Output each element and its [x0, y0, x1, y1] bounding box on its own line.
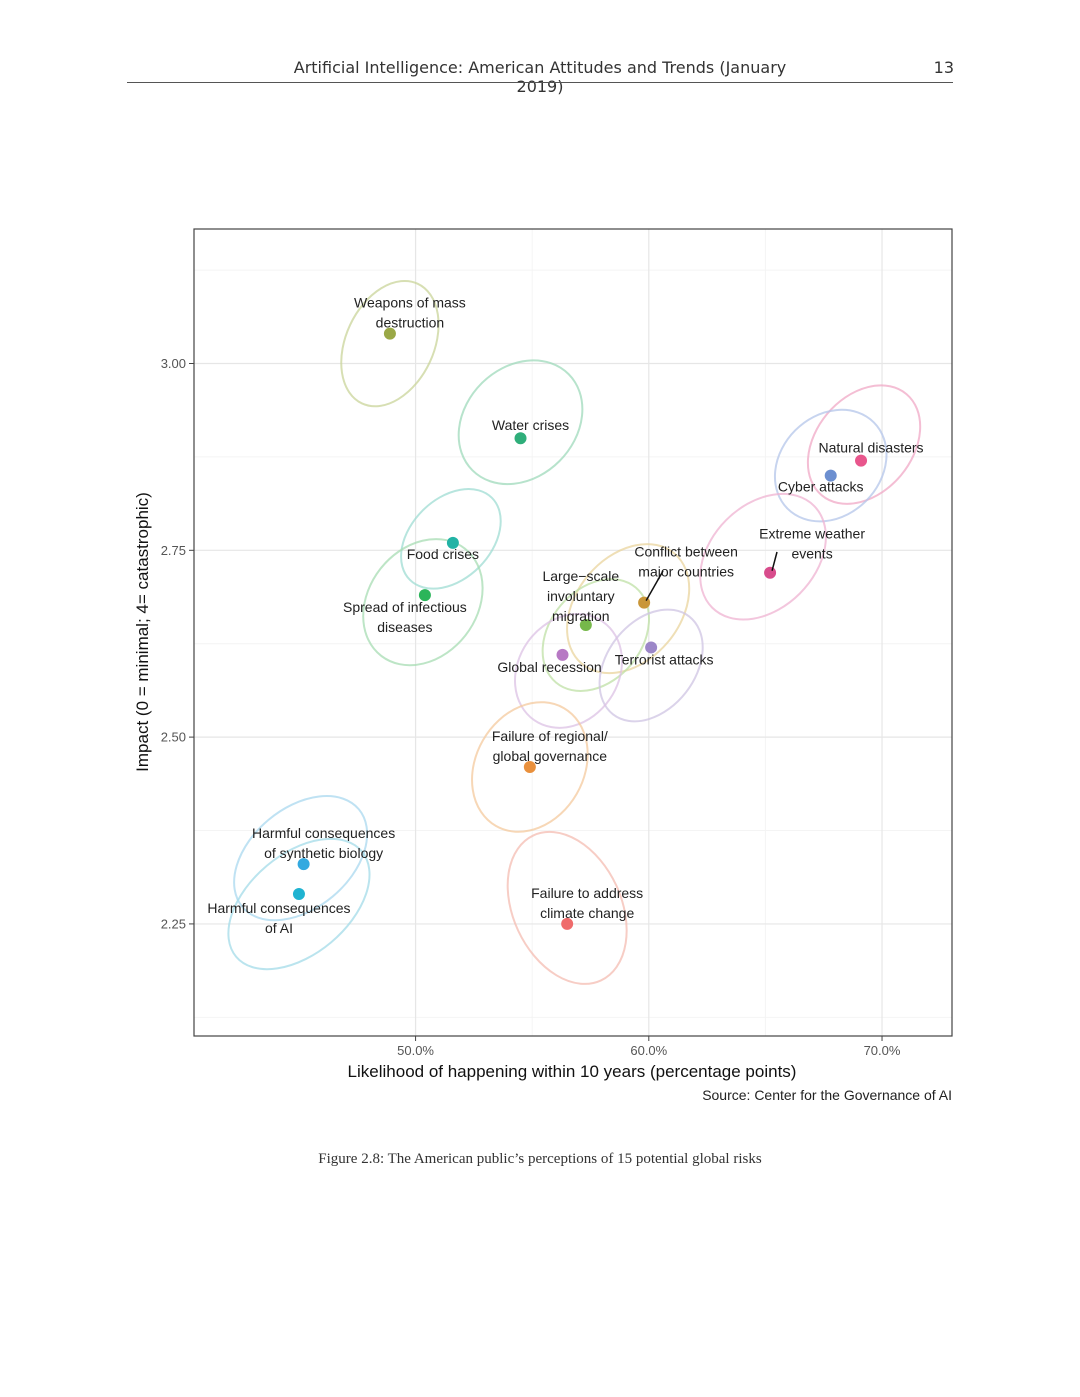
- confidence-ellipse: [566, 543, 691, 675]
- risk-scatter-chart: Weapons of mass destruction Water crises Na…: [133, 228, 953, 1081]
- x-tick-label: 60.0%: [630, 1043, 667, 1058]
- data-point: [645, 641, 658, 654]
- header-title: Artificial Intelligence: American Attitu…: [293, 58, 787, 96]
- point-label: Terrorist attacks: [615, 651, 714, 667]
- header-rule: [127, 82, 953, 83]
- point-label: Harmful consequences: [207, 900, 350, 916]
- data-point: [446, 536, 459, 549]
- x-tick-label: 70.0%: [864, 1043, 901, 1058]
- axis-layer: 50.0% 60.0% 70.0% 2.25 2.50 2.75 3.00: [161, 228, 953, 1058]
- data-point: [638, 596, 651, 609]
- data-point: [292, 888, 305, 901]
- point-label: Global recession: [497, 659, 601, 675]
- confidence-ellipse: [362, 538, 484, 667]
- y-tick-label: 3.00: [161, 356, 186, 371]
- point-label: Water crises: [492, 417, 569, 433]
- point-label: of synthetic biology: [264, 845, 383, 861]
- point-label: diseases: [377, 619, 432, 635]
- point-label: of AI: [265, 920, 293, 936]
- label-layer: Weapons of mass destruction Water crises Na…: [207, 295, 923, 936]
- point-label: Large−scale: [542, 568, 619, 584]
- point-label: Harmful consequences: [252, 825, 395, 841]
- data-point: [383, 327, 396, 340]
- point-label: Food crises: [407, 546, 479, 562]
- y-axis-title: Impact (0 = minimal; 4= catastrophic): [133, 492, 152, 772]
- data-point: [514, 432, 527, 445]
- label-leader-line: [645, 570, 664, 601]
- confidence-ellipse: [457, 359, 584, 486]
- point-label: Failure to address: [531, 885, 643, 901]
- confidence-ellipse: [506, 830, 628, 985]
- data-point: [556, 648, 569, 661]
- data-point: [561, 917, 574, 930]
- point-label: involuntary: [547, 588, 615, 604]
- data-point: [855, 454, 868, 467]
- confidence-ellipse: [541, 578, 651, 692]
- x-tick-label: 50.0%: [397, 1043, 434, 1058]
- data-point: [579, 619, 592, 632]
- point-label: Failure of regional/: [492, 728, 608, 744]
- point-label: Weapons of mass: [354, 295, 466, 311]
- data-point: [418, 589, 431, 602]
- point-label: events: [791, 546, 832, 562]
- point-label: climate change: [540, 905, 634, 921]
- point-label: destruction: [376, 315, 444, 331]
- confidence-ellipse: [514, 613, 624, 729]
- confidence-ellipse: [340, 279, 440, 408]
- confidence-ellipse: [806, 384, 922, 505]
- confidence-ellipse: [773, 408, 888, 523]
- confidence-ellipse: [233, 795, 369, 922]
- point-label: Extreme weather: [759, 526, 865, 542]
- ellipse-layer: [227, 279, 922, 985]
- point-label: global governance: [493, 748, 608, 764]
- y-tick-label: 2.75: [161, 543, 186, 558]
- data-point: [824, 469, 837, 482]
- point-label: Natural disasters: [819, 440, 924, 456]
- confidence-ellipse: [227, 837, 371, 971]
- label-leader-line: [771, 551, 778, 571]
- y-tick-label: 2.50: [161, 730, 186, 745]
- point-label: Conflict between: [634, 544, 738, 560]
- confidence-ellipse: [471, 701, 589, 833]
- figure-caption: Figure 2.8: The American public’s percep…: [318, 1151, 762, 1167]
- plot-panel-border: [193, 228, 953, 1037]
- point-label: major countries: [638, 564, 734, 580]
- data-point: [764, 566, 777, 579]
- x-axis-title: Likelihood of happening within 10 years …: [348, 1062, 797, 1081]
- page-number: 13: [933, 58, 954, 77]
- data-point: [523, 761, 536, 773]
- y-tick-label: 2.25: [161, 916, 186, 931]
- point-label: migration: [552, 608, 610, 624]
- data-point: [297, 858, 310, 871]
- source-note: Source: Center for the Governance of AI: [702, 1087, 952, 1103]
- point-label: Spread of infectious: [343, 599, 467, 615]
- confidence-ellipse: [699, 492, 827, 621]
- point-label: Cyber attacks: [778, 479, 864, 495]
- grid-layer: [194, 229, 952, 1036]
